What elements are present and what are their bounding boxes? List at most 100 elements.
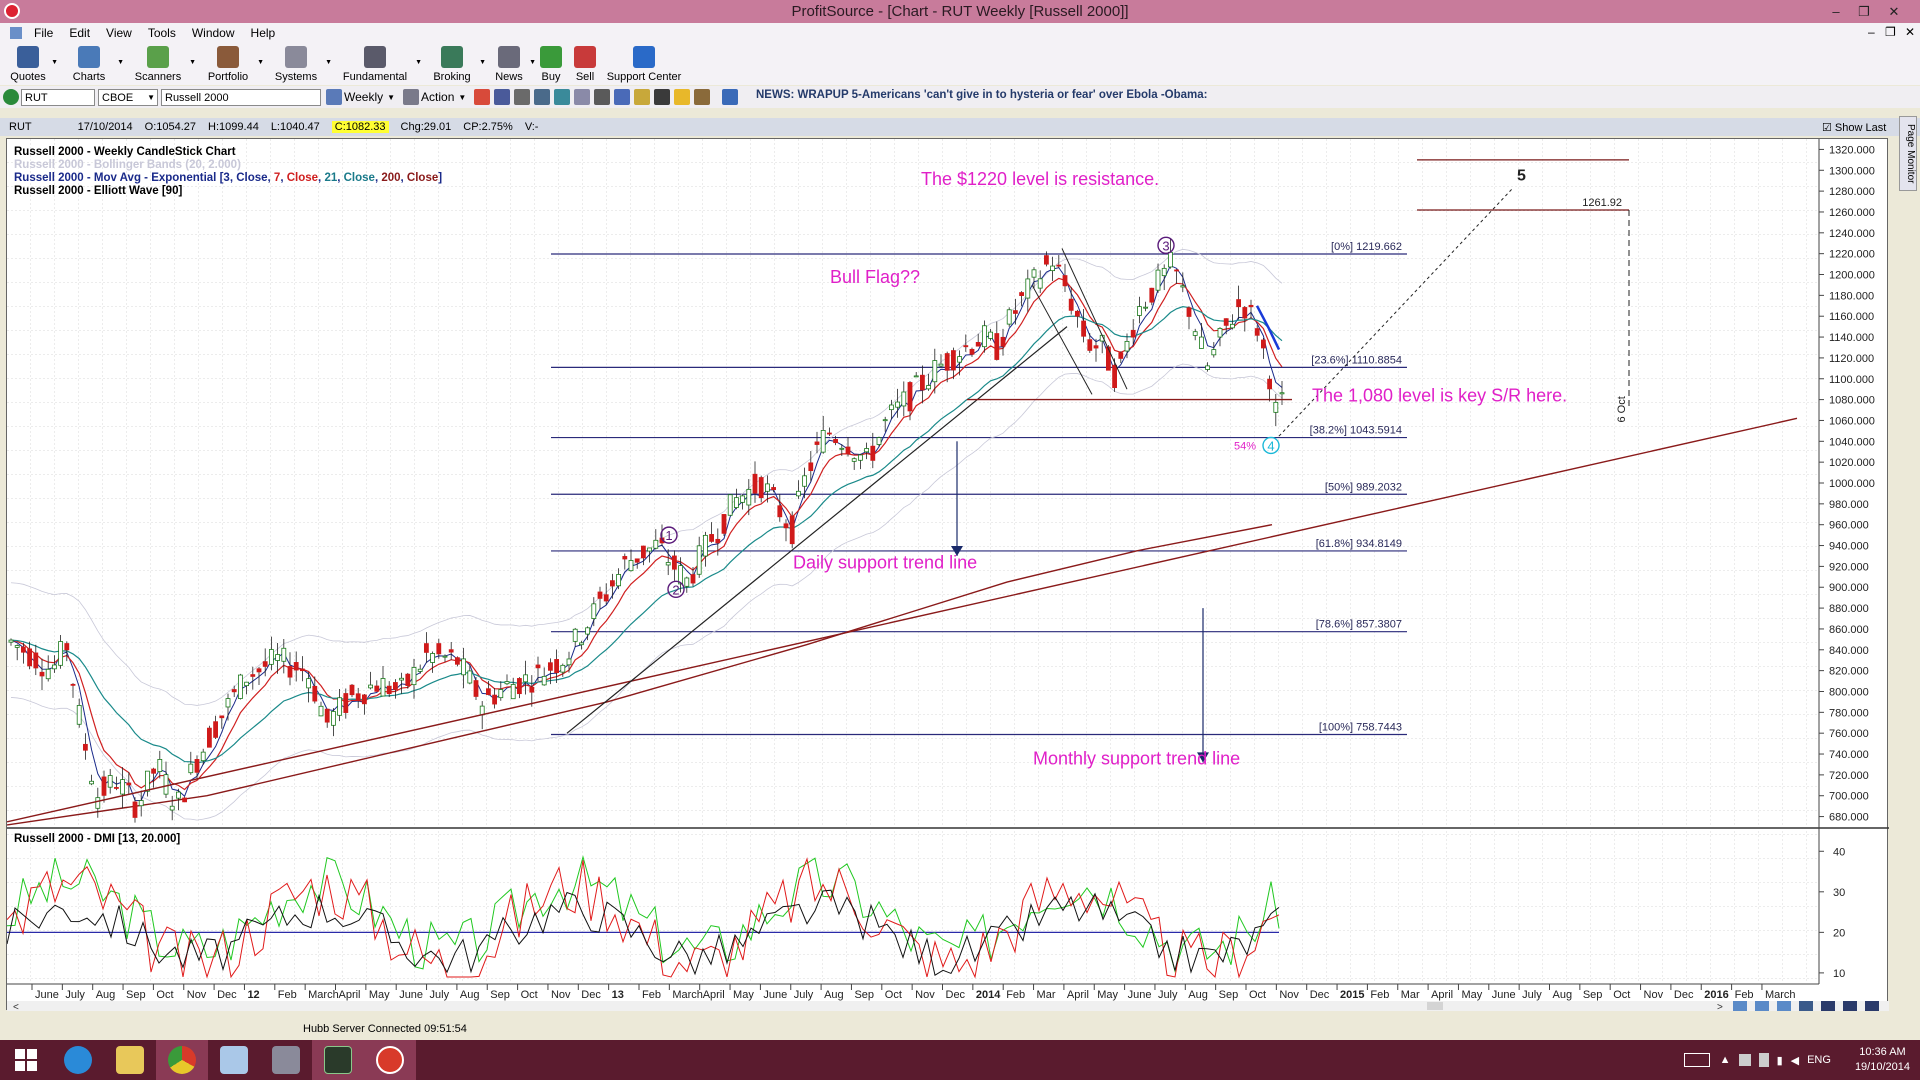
news-ticker[interactable]: NEWS: WRAPUP 5-Americans 'can't give in …: [756, 89, 1208, 101]
zoom-out-icon[interactable]: [1755, 1001, 1769, 1011]
mdi-restore-icon[interactable]: ❐: [1885, 25, 1896, 39]
menu-edit[interactable]: Edit: [69, 26, 91, 40]
toolbar-broking-button[interactable]: Broking ▼: [420, 43, 486, 85]
mdi-close-icon[interactable]: ✕: [1905, 25, 1916, 39]
taskbar-profitsource[interactable]: [364, 1040, 416, 1080]
horizontal-scrollbar[interactable]: < >: [7, 1001, 1889, 1013]
action-menu[interactable]: Action: [421, 90, 455, 104]
arrow-down-icon[interactable]: [474, 89, 491, 105]
security-name-field[interactable]: Russell 2000: [161, 88, 321, 106]
indicator-icon[interactable]: [614, 89, 631, 105]
signal-icon[interactable]: ▮: [1776, 1054, 1783, 1067]
toolbar-fundamental-button[interactable]: Fundamental ▼: [330, 43, 422, 85]
zoom-in-icon[interactable]: [1733, 1001, 1747, 1011]
symbol-input[interactable]: RUT: [21, 88, 95, 106]
minimize-icon[interactable]: –: [1832, 4, 1840, 19]
page-monitor-tab[interactable]: Page Monitor: [1899, 116, 1917, 191]
action-dropdown-icon[interactable]: ▼: [458, 92, 467, 102]
tools-icon[interactable]: [594, 89, 611, 105]
candle-body: [76, 705, 82, 725]
quote-close: C:1082.33: [331, 121, 389, 133]
close-icon[interactable]: ✕: [1888, 3, 1900, 19]
app-icon[interactable]: [4, 3, 20, 19]
keyboard-icon[interactable]: [1683, 1053, 1710, 1067]
correction-line-b[interactable]: [1031, 284, 1093, 395]
toolbar-sell-button[interactable]: Sell: [568, 43, 602, 85]
tray-expand-icon[interactable]: ▲: [1719, 1054, 1731, 1066]
price-chart[interactable]: 1320.000 1300.000 1280.000 1260.000 1240.000…: [6, 139, 1889, 1013]
flag-icon[interactable]: [694, 89, 711, 105]
toolbar-buy-button[interactable]: Buy: [534, 43, 568, 85]
print-icon[interactable]: [574, 89, 591, 105]
dropdown-arrow-icon[interactable]: ▼: [117, 59, 124, 66]
show-last-checkbox[interactable]: ☑ Show Last: [1822, 121, 1887, 134]
daily-trend-line[interactable]: [566, 326, 1068, 734]
exchange-select[interactable]: CBOE ▼: [98, 88, 158, 106]
period-dropdown-icon[interactable]: ▼: [387, 92, 396, 102]
dropdown-arrow-icon[interactable]: ▼: [51, 59, 58, 66]
scroll-left-icon[interactable]: <: [13, 1002, 19, 1013]
toolbar-portfolio-button[interactable]: Portfolio ▼: [194, 43, 264, 85]
toolbar-news-button[interactable]: News ▼: [484, 43, 536, 85]
menu-view[interactable]: View: [106, 26, 132, 40]
dropdown-arrow-icon[interactable]: ▼: [189, 59, 196, 66]
candle-body: [1037, 278, 1043, 289]
hscroll-thumb[interactable]: [1427, 1002, 1443, 1010]
draw-icon[interactable]: [654, 89, 671, 105]
action-center-icon[interactable]: [1738, 1054, 1751, 1066]
battery-icon[interactable]: [1758, 1053, 1769, 1067]
step-back-icon[interactable]: [1799, 1001, 1813, 1011]
trend-lines[interactable]: [6, 188, 1798, 823]
language-indicator[interactable]: ENG: [1807, 1054, 1831, 1066]
go-icon[interactable]: [3, 89, 19, 105]
toolbar-quotes-button[interactable]: Quotes ▼: [0, 43, 58, 85]
lightbulb-icon[interactable]: [634, 89, 651, 105]
menu-help[interactable]: Help: [250, 26, 276, 40]
start-button[interactable]: [0, 1040, 52, 1080]
period-select[interactable]: Weekly: [344, 90, 384, 104]
fibonacci-levels[interactable]: [0%] 1219.662 [23.6%] 1110.8854 [38.2%] 10…: [551, 159, 1630, 736]
zoom-icon[interactable]: [554, 89, 571, 105]
projection-line[interactable]: [1278, 188, 1513, 437]
taskbar-notepad[interactable]: [208, 1040, 260, 1080]
menu-tools[interactable]: Tools: [147, 26, 176, 40]
taskbar-calculator[interactable]: [260, 1040, 312, 1080]
first-icon[interactable]: [1821, 1001, 1835, 1011]
dropdown-arrow-icon[interactable]: ▼: [415, 59, 422, 66]
dropdown-arrow-icon[interactable]: ▼: [529, 59, 536, 66]
settings-icon[interactable]: [514, 89, 531, 105]
dropdown-arrow-icon[interactable]: ▼: [257, 59, 264, 66]
hscroll-track[interactable]: [7, 1001, 1889, 1011]
news-icon[interactable]: [722, 89, 739, 105]
scroll-right-icon[interactable]: >: [1717, 1002, 1723, 1013]
document-icon[interactable]: [10, 27, 22, 39]
monthly-trend-line[interactable]: [6, 417, 1798, 823]
volume-icon[interactable]: ◀: [1790, 1054, 1800, 1067]
restore-icon[interactable]: ❐: [1858, 3, 1870, 19]
taskbar-chrome[interactable]: [156, 1040, 208, 1080]
toolbar-charts-button[interactable]: Charts ▼: [56, 43, 124, 85]
star-icon[interactable]: [674, 89, 691, 105]
taskbar-explorer[interactable]: [104, 1040, 156, 1080]
candle-body: [417, 668, 423, 672]
prev-icon[interactable]: [1843, 1001, 1857, 1011]
clock[interactable]: 10:36 AM 19/10/2014: [1855, 1045, 1910, 1075]
toolbar-systems-button[interactable]: Systems ▼: [262, 43, 332, 85]
dropdown-arrow-icon[interactable]: ▼: [325, 59, 332, 66]
save-icon[interactable]: [494, 89, 511, 105]
dropdown-arrow-icon[interactable]: ▼: [479, 59, 486, 66]
candle-body: [287, 666, 293, 678]
next-icon[interactable]: [1865, 1001, 1879, 1011]
mdi-minimize-icon[interactable]: –: [1868, 25, 1875, 39]
toolbar-support-center-button[interactable]: Support Center: [602, 43, 686, 85]
toolbar-scanners-button[interactable]: Scanners ▼: [122, 43, 196, 85]
dmi-title: Russell 2000 - DMI [13, 20.000]: [14, 833, 180, 845]
taskbar-go[interactable]: [312, 1040, 364, 1080]
chart-window[interactable]: 1320.000 1300.000 1280.000 1260.000 1240.000…: [6, 138, 1889, 1013]
layout-icon[interactable]: [534, 89, 551, 105]
menu-file[interactable]: File: [34, 26, 54, 40]
menu-window[interactable]: Window: [191, 26, 235, 40]
correction-line-a[interactable]: [1061, 248, 1128, 390]
fit-icon[interactable]: [1777, 1001, 1791, 1011]
taskbar-ie[interactable]: [52, 1040, 104, 1080]
